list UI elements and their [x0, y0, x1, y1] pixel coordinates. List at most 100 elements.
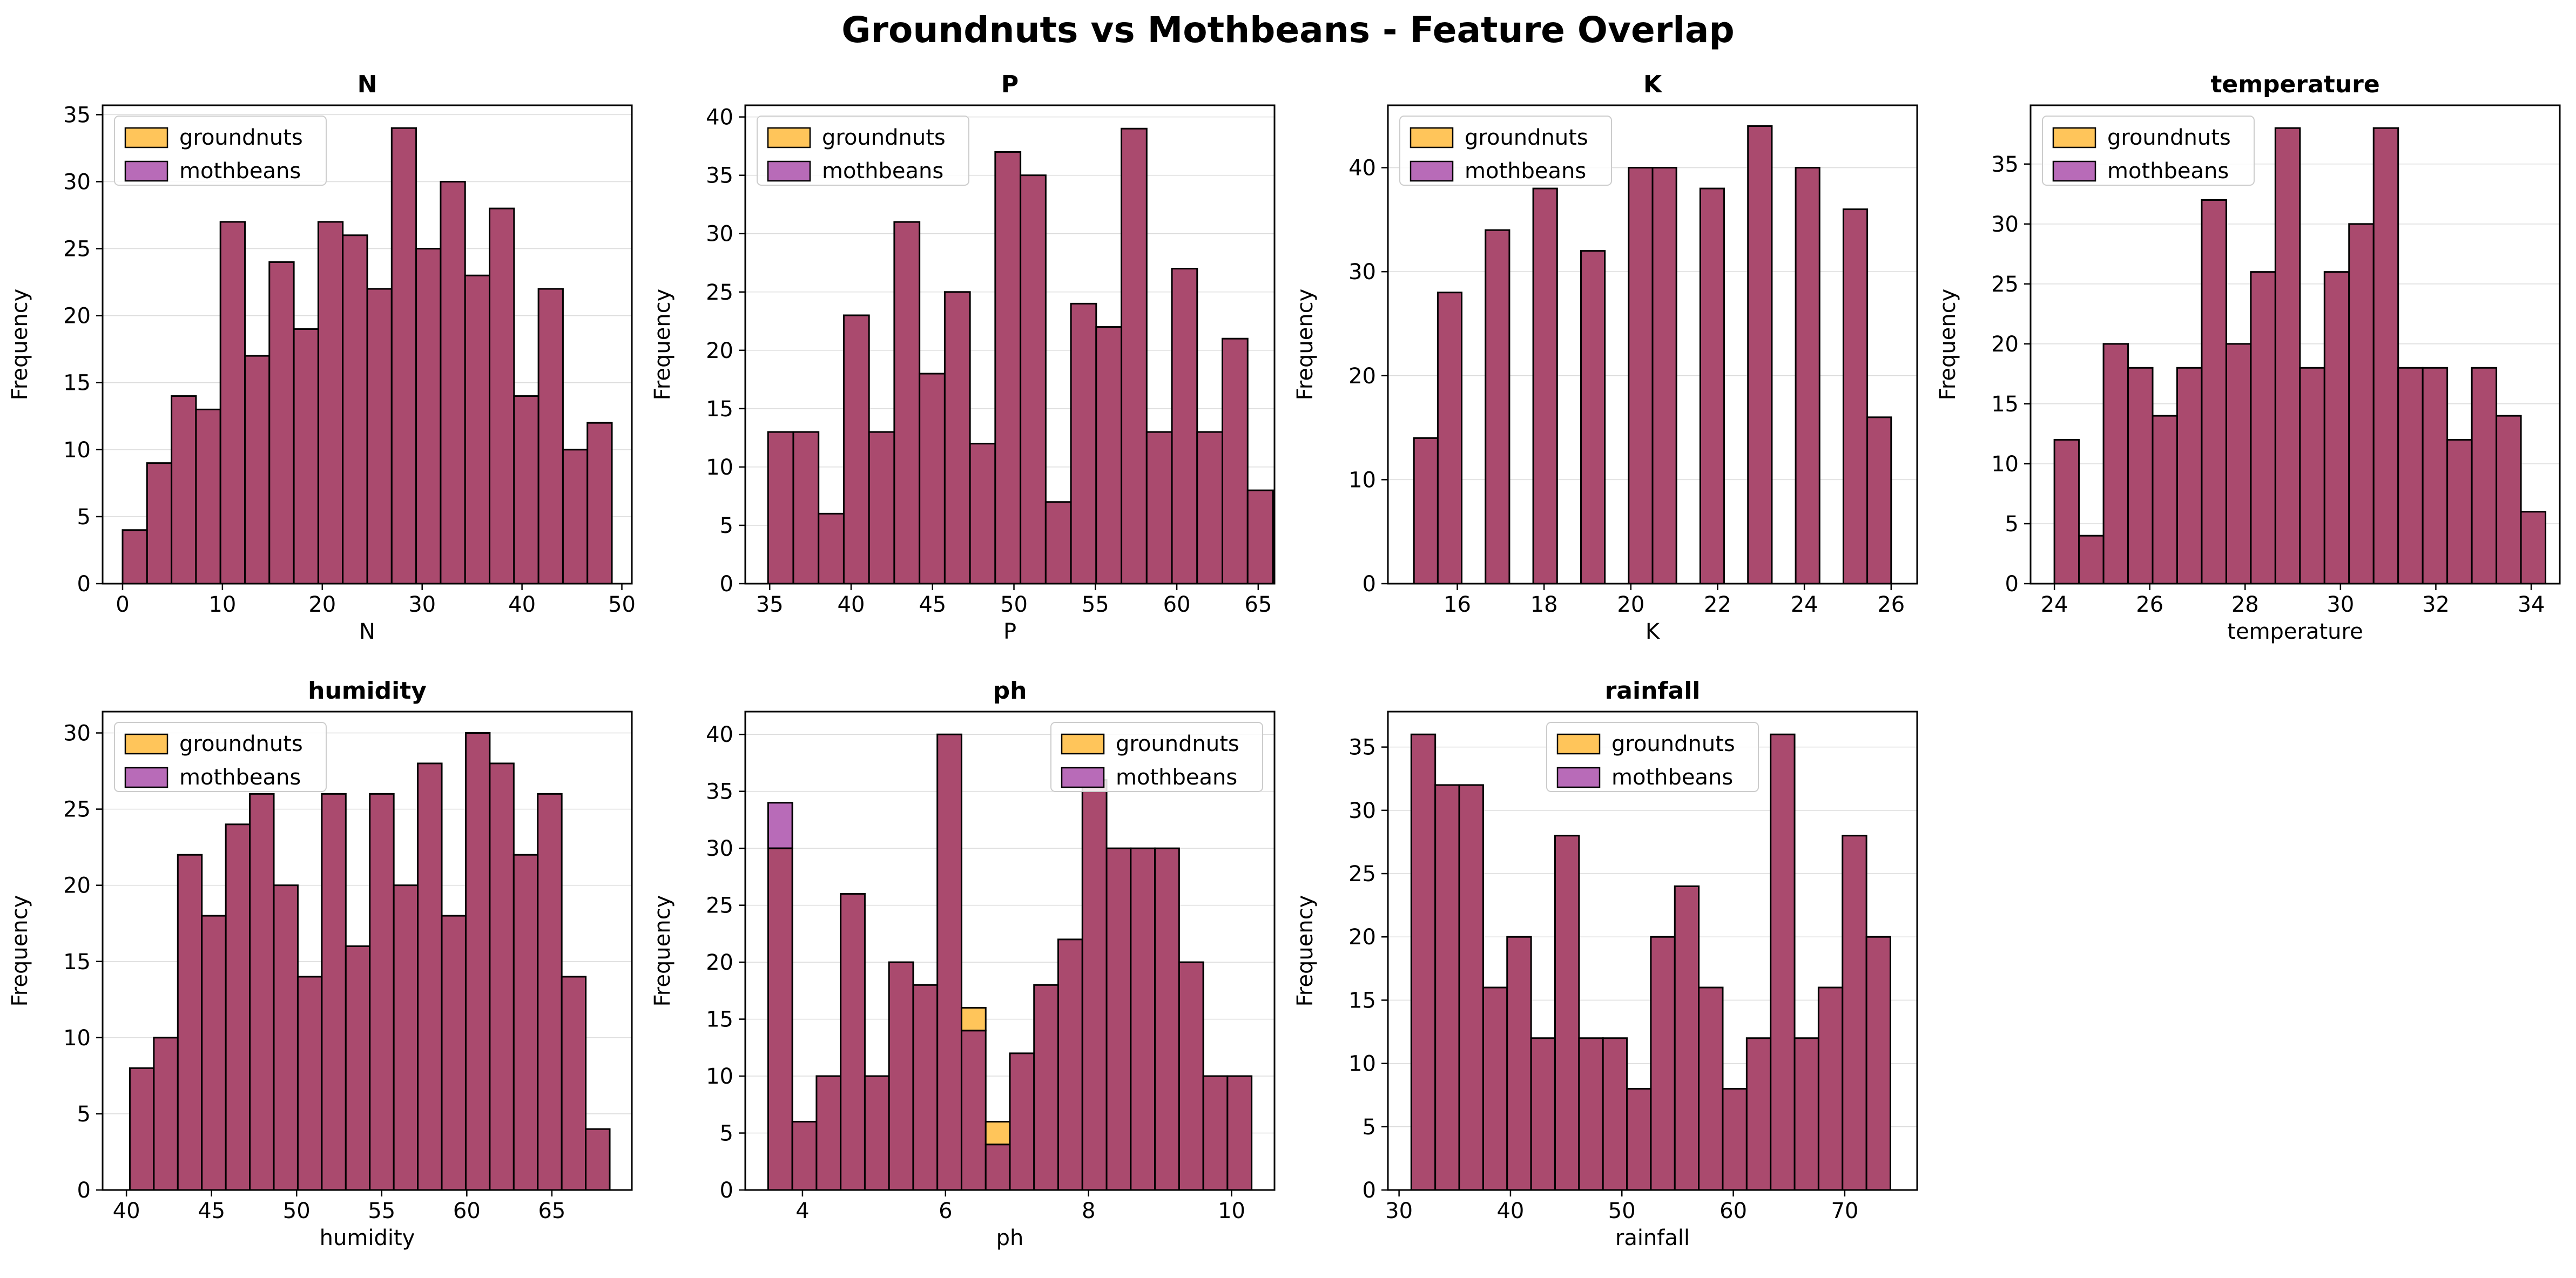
- bar-overlap: [268, 261, 295, 585]
- y-tick-label: 40: [706, 105, 733, 130]
- bar-overlap: [513, 395, 540, 585]
- plot-frame: [102, 711, 633, 1191]
- bar-overlap: [2152, 415, 2178, 585]
- bar-overlap: [2372, 127, 2399, 585]
- bar-overlap: [1580, 250, 1606, 585]
- bar-overlap: [1554, 835, 1580, 1191]
- x-tick-label: 40: [1496, 1199, 1524, 1223]
- bar-overlap: [1105, 847, 1132, 1191]
- bar-overlap: [1145, 431, 1173, 585]
- bar-overlap: [1530, 1037, 1556, 1191]
- bar-overlap: [2397, 367, 2424, 585]
- bar-overlap: [464, 732, 491, 1191]
- subplot-ph: 4 6 8 10 0 5 10 15 20 25 30 35 40 ph ph Frequency ground…: [650, 677, 1276, 1250]
- bar-overlap: [2348, 223, 2375, 585]
- bar-overlap: [2176, 367, 2203, 585]
- y-tick-label: 15: [706, 397, 733, 422]
- y-tick-label: 15: [1991, 392, 2019, 417]
- x-tick-label: 45: [919, 592, 946, 617]
- bar-overlap: [1865, 936, 1891, 1191]
- x-tick-label: 50: [608, 592, 636, 617]
- legend-swatch-groundnuts: [1061, 733, 1105, 755]
- bar-overlap: [390, 127, 417, 585]
- y-tick-label: 35: [706, 164, 733, 188]
- bar-overlap: [840, 893, 866, 1191]
- bar-overlap: [1747, 125, 1773, 585]
- y-axis-label: Frequency: [1936, 289, 1960, 401]
- bar-overlap: [1178, 961, 1204, 1191]
- legend-label-mothbeans: mothbeans: [2107, 159, 2229, 184]
- y-tick-label: 30: [63, 170, 91, 194]
- legend-swatch-groundnuts: [1410, 127, 1454, 148]
- bar-overlap: [1434, 784, 1460, 1191]
- legend-swatch-mothbeans: [2052, 160, 2096, 182]
- y-tick-label: 25: [63, 797, 91, 822]
- x-axis-label: humidity: [320, 1226, 415, 1250]
- x-tick-label: 8: [1082, 1199, 1095, 1223]
- bar-overlap: [767, 847, 793, 1191]
- x-tick-label: 26: [2136, 592, 2163, 617]
- x-tick-label: 24: [2041, 592, 2068, 617]
- bar-overlap: [1699, 187, 1725, 585]
- bar-overlap: [225, 823, 251, 1191]
- x-tick-label: 28: [2231, 592, 2259, 617]
- y-tick-label: 40: [1348, 156, 1376, 181]
- bar-overlap: [1070, 302, 1097, 585]
- bar-overlap: [1626, 1087, 1652, 1191]
- bar-overlap: [415, 248, 442, 585]
- bar-overlap: [1722, 1087, 1748, 1191]
- x-tick-label: 10: [208, 592, 236, 617]
- legend-label-mothbeans: mothbeans: [822, 159, 943, 184]
- bar-overlap: [1674, 885, 1700, 1191]
- subplot-P: 35 40 45 50 55 60 65 0 5 10 15 20 25 30 35 40 P P Frequenc…: [650, 71, 1276, 644]
- bar-overlap: [2323, 271, 2350, 585]
- bar-overlap: [767, 431, 794, 585]
- bar-overlap: [1081, 779, 1108, 1191]
- bar-groundnuts: [984, 1120, 1011, 1146]
- y-tick-label: 5: [1363, 1115, 1376, 1140]
- bar-overlap: [1817, 986, 1844, 1191]
- bar-overlap: [1506, 936, 1532, 1191]
- y-tick-label: 5: [720, 513, 733, 538]
- x-tick-label: 30: [1385, 1199, 1413, 1223]
- bar-overlap: [984, 1144, 1011, 1191]
- y-tick-label: 25: [63, 237, 91, 262]
- y-tick-label: 30: [706, 836, 733, 861]
- bar-overlap: [994, 151, 1022, 585]
- bar-overlap: [1202, 1075, 1229, 1191]
- bar-overlap: [2053, 439, 2080, 585]
- y-tick-label: 35: [1991, 152, 2019, 177]
- subplot-grid: 0 10 20 30 40 5005101520253035NNFrequencygrou…: [8, 71, 2561, 1250]
- bar-overlap: [317, 221, 344, 585]
- bar-overlap: [943, 291, 971, 585]
- bar-overlap: [489, 207, 515, 585]
- bar-overlap: [244, 355, 271, 585]
- bar-overlap: [936, 733, 962, 1191]
- x-tick-label: 6: [939, 1199, 952, 1223]
- bar-overlap: [1458, 784, 1484, 1191]
- y-tick-label: 5: [720, 1121, 733, 1146]
- bar-overlap: [537, 793, 563, 1191]
- y-tick-label: 0: [720, 572, 733, 597]
- y-tick-label: 20: [63, 874, 91, 898]
- bar-overlap: [864, 1075, 890, 1191]
- y-axis-label: Frequency: [8, 895, 32, 1007]
- legend-label-groundnuts: groundnuts: [1611, 732, 1735, 756]
- bar-overlap: [585, 1128, 611, 1191]
- bar-overlap: [342, 234, 368, 585]
- bar-overlap: [321, 793, 347, 1191]
- x-tick-label: 50: [283, 1199, 311, 1223]
- legend-swatch-groundnuts: [1556, 733, 1601, 755]
- y-tick-label: 15: [63, 950, 91, 975]
- x-tick-label: 50: [1000, 592, 1028, 617]
- x-tick-label: 70: [1831, 1199, 1858, 1223]
- legend: groundnuts mothbeans: [1546, 722, 1759, 792]
- bar-overlap: [2201, 199, 2227, 585]
- legend-swatch-mothbeans: [1061, 767, 1105, 788]
- bar-overlap: [1842, 835, 1867, 1191]
- y-tick-label: 10: [706, 455, 733, 480]
- bar-overlap: [1628, 167, 1654, 585]
- x-tick-label: 30: [2327, 592, 2354, 617]
- legend-swatch-groundnuts: [767, 127, 811, 148]
